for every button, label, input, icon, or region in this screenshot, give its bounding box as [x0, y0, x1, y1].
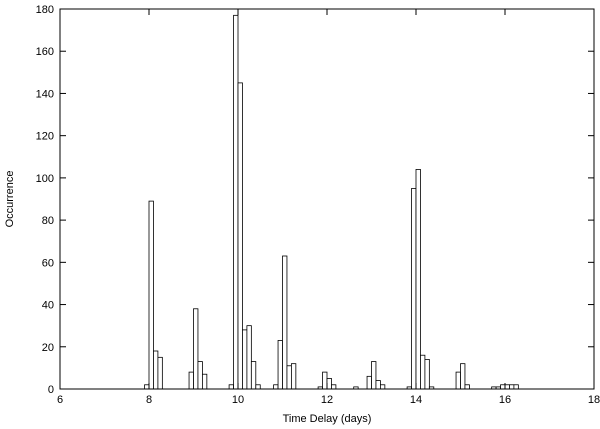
- histogram-bar: [322, 371, 328, 390]
- histogram-bar: [144, 384, 150, 390]
- x-tick-label: 12: [321, 394, 333, 406]
- histogram-bar: [197, 361, 203, 390]
- plot-frame: [59, 8, 595, 390]
- histogram-bar: [193, 308, 199, 390]
- y-tick-label: 80: [42, 215, 54, 227]
- histogram-bar: [424, 359, 430, 390]
- histogram-bar: [277, 340, 283, 390]
- y-tick-label: 60: [42, 257, 54, 269]
- histogram-bar: [153, 350, 159, 390]
- histogram-bar: [282, 255, 288, 390]
- histogram-bar: [504, 384, 510, 390]
- y-axis-label: Occurrence: [4, 171, 16, 228]
- histogram-bar: [411, 188, 417, 390]
- histogram-bar: [286, 365, 292, 390]
- y-tick-label: 20: [42, 342, 54, 354]
- histogram-bar: [371, 361, 377, 390]
- histogram-bar: [233, 14, 239, 390]
- histogram-bar: [455, 371, 461, 390]
- y-tick-label: 140: [36, 88, 54, 100]
- y-tick-label: 100: [36, 173, 54, 185]
- x-tick-label: 18: [588, 394, 600, 406]
- histogram-bar: [201, 373, 208, 390]
- x-tick-label: 6: [57, 394, 63, 406]
- histogram-bar: [246, 325, 252, 390]
- x-axis-label: Time Delay (days): [283, 413, 372, 425]
- histogram-bar: [464, 384, 470, 390]
- histogram-bar: [415, 169, 421, 390]
- y-tick-label: 40: [42, 300, 54, 312]
- histogram-bar: [509, 384, 515, 390]
- y-tick-label: 180: [36, 4, 54, 16]
- histogram-bar: [366, 375, 372, 390]
- histogram-bar: [375, 380, 381, 390]
- histogram-bar: [460, 363, 466, 390]
- histogram-bar: [255, 384, 261, 390]
- histogram-bar: [290, 363, 297, 390]
- x-tick-label: 14: [410, 394, 422, 406]
- histogram-bar: [326, 378, 332, 390]
- histogram-bar: [228, 384, 234, 390]
- histogram-bar: [250, 361, 257, 390]
- histogram-bar: [273, 384, 279, 390]
- x-tick-label: 8: [146, 394, 152, 406]
- histogram-bar: [242, 329, 248, 390]
- histogram-bar: [237, 82, 243, 390]
- x-tick-label: 10: [232, 394, 244, 406]
- histogram-bar: [420, 354, 426, 390]
- histogram-bar: [148, 200, 154, 390]
- y-tick-label: 120: [36, 131, 54, 143]
- y-tick-label: 0: [48, 384, 54, 396]
- histogram-bar: [157, 356, 163, 390]
- histogram-bar: [331, 384, 337, 390]
- bars-group: [144, 14, 519, 390]
- y-tick-label: 160: [36, 46, 54, 58]
- histogram-bar: [513, 384, 519, 390]
- histogram-bar: [379, 384, 386, 390]
- histogram-bar: [188, 371, 194, 390]
- x-tick-label: 16: [499, 394, 511, 406]
- histogram-bar: [500, 384, 506, 390]
